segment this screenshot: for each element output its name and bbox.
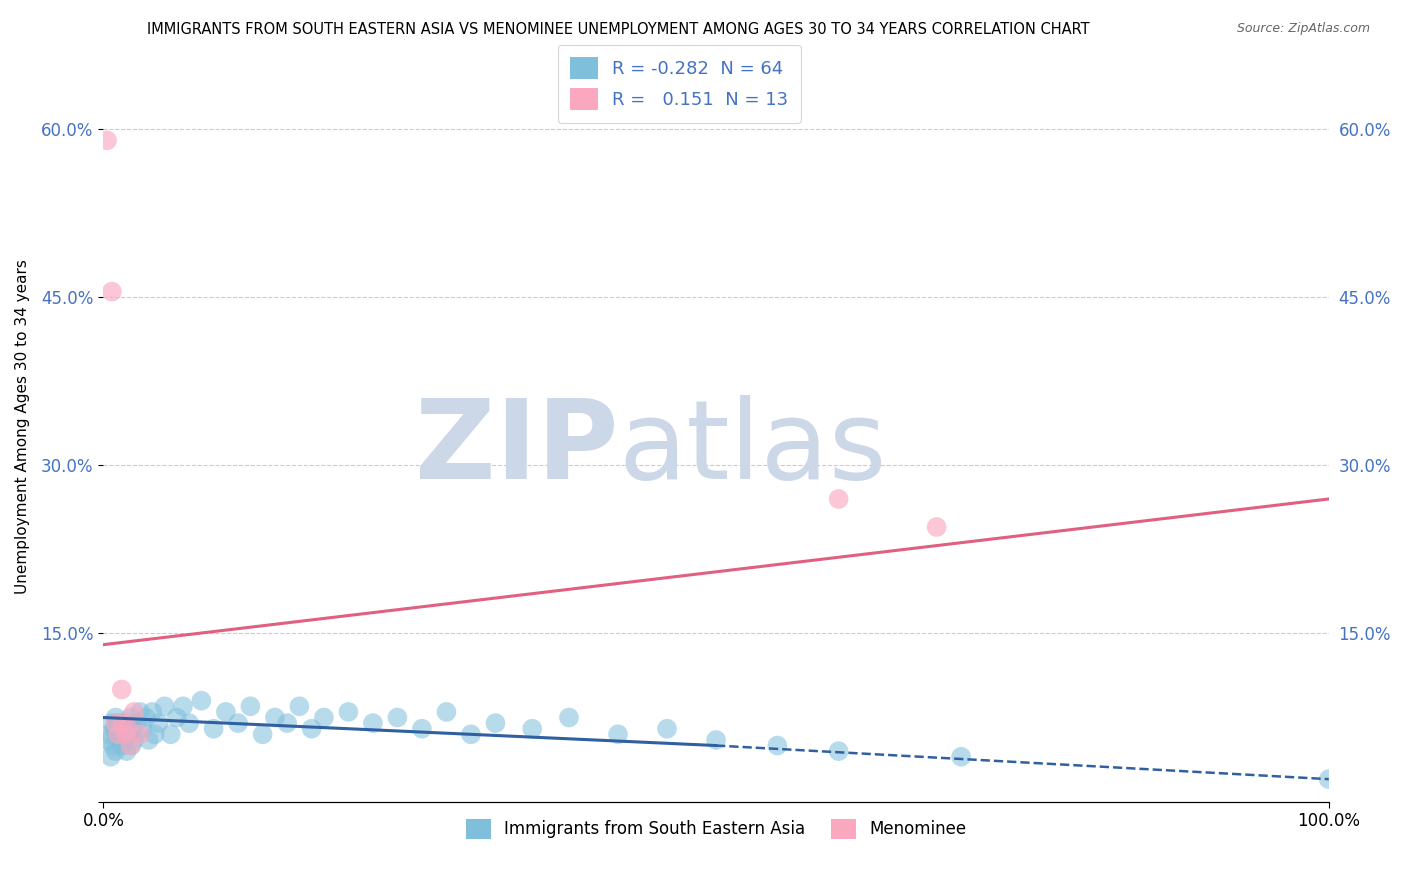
Point bbox=[129, 727, 152, 741]
Point bbox=[114, 727, 136, 741]
Point bbox=[436, 705, 458, 719]
Point bbox=[104, 716, 127, 731]
Point bbox=[252, 727, 274, 741]
Point bbox=[122, 733, 145, 747]
Point bbox=[143, 727, 166, 741]
Point bbox=[96, 733, 118, 747]
Point bbox=[172, 699, 194, 714]
Point bbox=[96, 133, 118, 147]
Point bbox=[121, 722, 143, 736]
Point bbox=[1317, 772, 1340, 786]
Text: atlas: atlas bbox=[619, 395, 887, 502]
Point bbox=[118, 727, 141, 741]
Point bbox=[120, 710, 142, 724]
Point bbox=[111, 739, 134, 753]
Point bbox=[239, 699, 262, 714]
Text: ZIP: ZIP bbox=[415, 395, 619, 502]
Point bbox=[122, 705, 145, 719]
Point bbox=[107, 727, 129, 741]
Point bbox=[104, 710, 127, 724]
Point bbox=[101, 739, 124, 753]
Text: IMMIGRANTS FROM SOUTH EASTERN ASIA VS MENOMINEE UNEMPLOYMENT AMONG AGES 30 TO 34: IMMIGRANTS FROM SOUTH EASTERN ASIA VS ME… bbox=[148, 22, 1090, 37]
Point bbox=[125, 716, 148, 731]
Point bbox=[522, 722, 544, 736]
Point bbox=[460, 727, 482, 741]
Point bbox=[111, 682, 134, 697]
Point bbox=[101, 285, 124, 299]
Point bbox=[301, 722, 323, 736]
Point bbox=[105, 727, 128, 741]
Point bbox=[179, 716, 201, 731]
Point bbox=[129, 705, 152, 719]
Point bbox=[117, 722, 139, 736]
Point bbox=[121, 739, 143, 753]
Point bbox=[110, 722, 132, 736]
Point bbox=[159, 727, 181, 741]
Point bbox=[108, 733, 131, 747]
Point bbox=[115, 744, 138, 758]
Point bbox=[101, 716, 124, 731]
Point bbox=[484, 716, 506, 731]
Point bbox=[111, 716, 134, 731]
Point bbox=[166, 710, 188, 724]
Point bbox=[103, 722, 125, 736]
Point bbox=[117, 716, 139, 731]
Point bbox=[766, 739, 789, 753]
Point bbox=[607, 727, 630, 741]
Point bbox=[114, 722, 136, 736]
Point bbox=[104, 744, 127, 758]
Text: Source: ZipAtlas.com: Source: ZipAtlas.com bbox=[1237, 22, 1371, 36]
Point bbox=[138, 733, 160, 747]
Y-axis label: Unemployment Among Ages 30 to 34 years: Unemployment Among Ages 30 to 34 years bbox=[15, 259, 30, 593]
Point bbox=[112, 733, 135, 747]
Point bbox=[827, 744, 849, 758]
Point bbox=[135, 710, 157, 724]
Point bbox=[131, 722, 153, 736]
Point bbox=[107, 716, 129, 731]
Point bbox=[655, 722, 678, 736]
Point bbox=[148, 716, 170, 731]
Point bbox=[264, 710, 287, 724]
Point bbox=[141, 705, 163, 719]
Point bbox=[288, 699, 311, 714]
Point bbox=[111, 716, 134, 731]
Point bbox=[361, 716, 384, 731]
Point bbox=[950, 749, 973, 764]
Point bbox=[190, 694, 212, 708]
Point bbox=[215, 705, 238, 719]
Point bbox=[312, 710, 335, 724]
Legend: Immigrants from South Eastern Asia, Menominee: Immigrants from South Eastern Asia, Meno… bbox=[460, 812, 973, 846]
Point bbox=[925, 520, 948, 534]
Point bbox=[411, 722, 433, 736]
Point bbox=[120, 739, 142, 753]
Point bbox=[153, 699, 176, 714]
Point bbox=[558, 710, 581, 724]
Point bbox=[100, 749, 122, 764]
Point bbox=[226, 716, 249, 731]
Point bbox=[387, 710, 409, 724]
Point bbox=[98, 727, 121, 741]
Point bbox=[704, 733, 727, 747]
Point bbox=[337, 705, 360, 719]
Point bbox=[276, 716, 298, 731]
Point bbox=[202, 722, 225, 736]
Point bbox=[111, 727, 134, 741]
Point bbox=[827, 491, 849, 506]
